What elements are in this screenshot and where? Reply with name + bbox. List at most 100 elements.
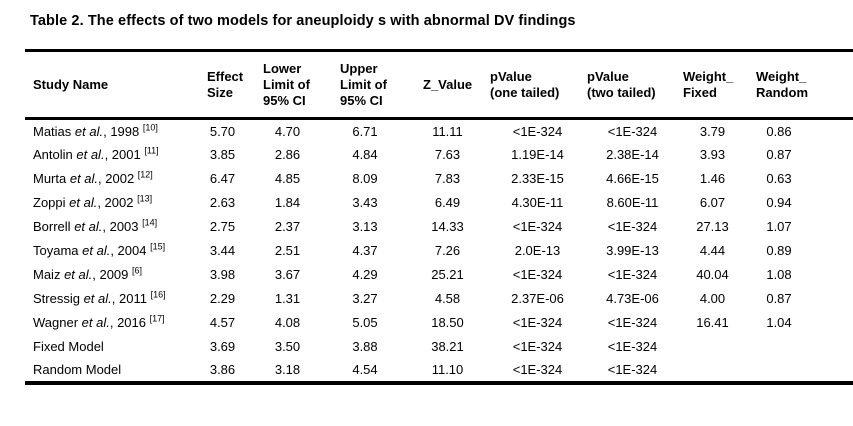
pvalue-one-tailed-cell: 2.0E-13: [514, 243, 561, 258]
study-author: Matias: [33, 123, 75, 139]
et-al: et al.: [69, 195, 98, 210]
et-al: et al.: [74, 219, 103, 234]
pvalue-two-tailed-cell: <1E-324: [607, 123, 658, 139]
pvalue-one-tailed-cell: 1.19E-14: [511, 147, 564, 162]
z-value-cell: 38.21: [431, 339, 464, 354]
reference-number: [6]: [132, 265, 143, 276]
model-name: Fixed Model: [33, 339, 104, 354]
header-row: Study Name Effect Size Lower Limit of 95…: [25, 50, 853, 119]
et-al: et al.: [64, 267, 93, 282]
z-value-cell: 11.11: [432, 123, 463, 139]
reference-number: [11]: [144, 145, 159, 156]
study-year: , 2001: [104, 147, 145, 162]
effect-size-cell: 2.29: [209, 291, 236, 306]
weight-random-cell: 0.87: [766, 147, 792, 162]
pvalue-two-tailed-cell: 4.66E-15: [606, 171, 659, 186]
col-header-lower-limit: Lower Limit of 95% CI: [263, 60, 310, 108]
study-name-cell: Fixed Model: [25, 335, 195, 359]
reference-number: [14]: [142, 217, 158, 228]
z-value-cell: 18.50: [431, 315, 464, 330]
upper-limit-cell: 4.29: [352, 267, 378, 282]
z-value-cell: 7.63: [434, 147, 461, 162]
weight-random-cell: 1.04: [766, 315, 792, 330]
model-name: Random Model: [33, 362, 122, 377]
pvalue-two-tailed-cell: <1E-324: [607, 362, 658, 377]
study-name-cell: Zoppi et al., 2002 [13]: [25, 191, 195, 215]
z-value-cell: 14.33: [431, 219, 464, 234]
table-header: Study Name Effect Size Lower Limit of 95…: [25, 50, 853, 119]
z-value-cell: 7.26: [434, 243, 461, 258]
study-name-cell: Antolin et al., 2001 [11]: [25, 143, 195, 167]
reference-number: [12]: [137, 169, 153, 180]
effect-size-cell: 2.63: [209, 195, 236, 210]
pvalue-two-tailed-cell: 4.73E-06: [606, 291, 659, 306]
study-year: , 2002: [97, 195, 138, 210]
table-row: Matias et al., 1998 [10] 5.70 4.70 6.71 …: [25, 119, 853, 143]
upper-limit-cell: 6.71: [352, 123, 378, 139]
table-row: Toyama et al., 2004 [15] 3.44 2.51 4.37 …: [25, 239, 853, 263]
study-name-cell: Random Model: [25, 359, 195, 383]
study-year: , 1998: [103, 123, 143, 139]
reference-number: [15]: [150, 241, 166, 252]
lower-limit-cell: 1.31: [274, 291, 301, 306]
weight-fixed-cell: 3.79: [699, 123, 726, 139]
weight-random-cell: 0.89: [766, 243, 792, 258]
lower-limit-cell: 4.70: [274, 123, 301, 139]
table-body: Matias et al., 1998 [10] 5.70 4.70 6.71 …: [25, 119, 853, 383]
upper-limit-cell: 4.37: [352, 243, 378, 258]
pvalue-one-tailed-cell: <1E-324: [512, 315, 563, 330]
study-author: Zoppi: [33, 195, 70, 210]
lower-limit-cell: 1.84: [274, 195, 301, 210]
weight-fixed-cell: 16.41: [696, 315, 729, 330]
upper-limit-cell: 3.88: [352, 339, 378, 354]
z-value-cell: 11.10: [431, 362, 464, 377]
col-header-weight-fixed: Weight_ Fixed: [683, 68, 734, 100]
lower-limit-cell: 2.51: [274, 243, 301, 258]
effect-size-cell: 3.44: [209, 243, 236, 258]
weight-fixed-cell: 1.46: [699, 171, 726, 186]
z-value-cell: 7.83: [434, 171, 461, 186]
weight-random-cell: 0.87: [766, 291, 792, 306]
effect-size-cell: 3.98: [209, 267, 236, 282]
table-row-random-model: Random Model 3.86 3.18 4.54 11.10 <1E-32…: [25, 359, 853, 383]
study-year: , 2004: [110, 243, 151, 258]
table-row-fixed-model: Fixed Model 3.69 3.50 3.88 38.21 <1E-324…: [25, 335, 853, 359]
study-author: Borrell: [33, 219, 75, 234]
table-row: Zoppi et al., 2002 [13] 2.63 1.84 3.43 6…: [25, 191, 853, 215]
effect-size-cell: 5.70: [209, 123, 236, 139]
et-al: et al.: [74, 123, 104, 139]
table-title: Table 2. The effects of two models for a…: [30, 13, 576, 29]
study-author: Stressig: [33, 291, 84, 306]
col-header-z-value: Z_Value: [423, 76, 473, 92]
study-name-cell: Toyama et al., 2004 [15]: [25, 239, 195, 263]
effect-size-cell: 3.69: [209, 339, 236, 354]
lower-limit-cell: 3.67: [274, 267, 301, 282]
upper-limit-cell: 5.05: [352, 315, 378, 330]
effect-size-cell: 3.85: [209, 147, 236, 162]
pvalue-one-tailed-cell: 2.33E-15: [511, 171, 564, 186]
weight-fixed-cell: [680, 335, 745, 359]
study-name-cell: Matias et al., 1998 [10]: [25, 119, 195, 143]
weight-fixed-cell: 6.07: [699, 195, 726, 210]
effect-size-cell: 4.57: [209, 315, 236, 330]
pvalue-one-tailed-cell: <1E-324: [512, 267, 563, 282]
study-author: Toyama: [33, 243, 83, 258]
col-header-effect-size: Effect Size: [207, 68, 244, 100]
weight-random-cell: [745, 359, 853, 383]
study-name-cell: Borrell et al., 2003 [14]: [25, 215, 195, 239]
study-year: , 2003: [102, 219, 143, 234]
pvalue-two-tailed-cell: 3.99E-13: [606, 243, 659, 258]
study-name-cell: Stressig et al., 2011 [16]: [25, 287, 195, 311]
z-value-cell: 6.49: [434, 195, 461, 210]
weight-random-cell: 0.86: [766, 123, 792, 139]
study-year: , 2009: [92, 267, 133, 282]
reference-number: [13]: [137, 193, 153, 204]
pvalue-one-tailed-cell: <1E-324: [512, 219, 563, 234]
pvalue-two-tailed-cell: <1E-324: [607, 339, 658, 354]
col-header-pvalue-two-tailed: pValue (two tailed): [587, 68, 656, 100]
study-author: Wagner: [33, 315, 82, 330]
lower-limit-cell: 2.86: [274, 147, 301, 162]
weight-random-cell: [745, 335, 853, 359]
pvalue-one-tailed-cell: 4.30E-11: [511, 195, 564, 210]
col-header-upper-limit: Upper Limit of 95% CI: [340, 60, 387, 108]
